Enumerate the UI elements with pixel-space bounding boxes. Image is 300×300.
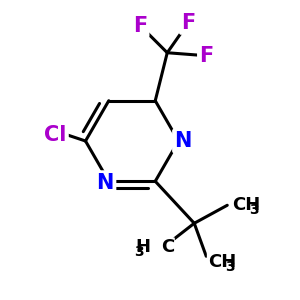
Text: F: F (181, 13, 195, 33)
Text: 3: 3 (225, 260, 235, 274)
Text: 3: 3 (249, 203, 259, 218)
Text: H: H (136, 238, 151, 256)
Text: F: F (133, 16, 147, 36)
Text: Cl: Cl (44, 125, 67, 145)
Text: N: N (175, 131, 192, 151)
Text: F: F (199, 46, 213, 66)
Text: 3: 3 (134, 245, 144, 260)
Text: CH: CH (208, 253, 236, 271)
Text: N: N (97, 173, 114, 193)
Text: C: C (161, 238, 174, 256)
Text: CH: CH (232, 196, 260, 214)
